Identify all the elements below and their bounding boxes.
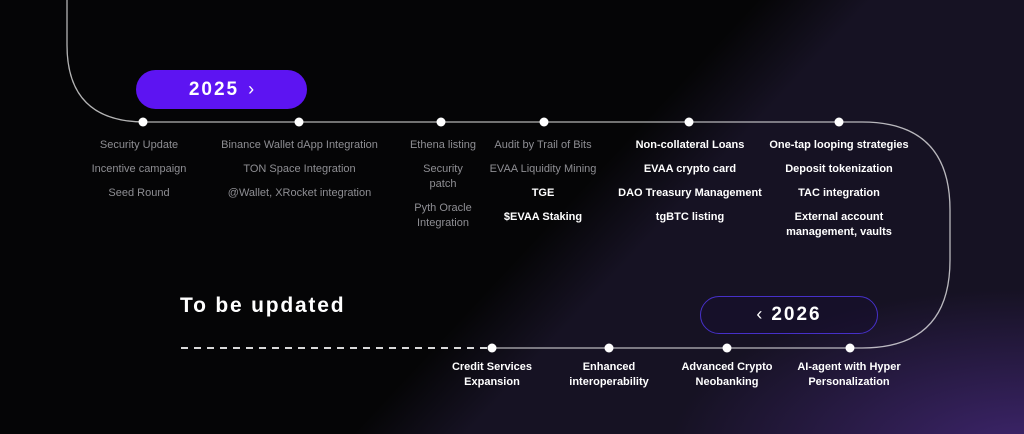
timeline-dot xyxy=(436,117,446,127)
milestone-item: Audit by Trail of Bits xyxy=(494,139,592,151)
milestone-2026-2: Enhanced interoperability xyxy=(544,360,674,399)
timeline-dot xyxy=(539,117,549,127)
milestone-item: AI-agent with Hyper Personalization xyxy=(797,361,901,388)
milestone-item: Incentive campaign xyxy=(91,163,187,175)
timeline-dot xyxy=(604,343,614,353)
milestone-item: Binance Wallet dApp Integration xyxy=(221,139,378,151)
year-2025-label: 2025 xyxy=(188,78,240,100)
milestone-2026-1: Credit Services Expansion xyxy=(427,360,557,399)
milestone-column-2: Binance Wallet dApp Integration TON Spac… xyxy=(207,138,392,210)
milestone-item: Ethena listing xyxy=(409,139,477,151)
milestone-item: tgBTC listing xyxy=(655,211,725,223)
milestone-item: TAC integration xyxy=(798,187,880,199)
chevron-right-icon: › xyxy=(248,78,255,99)
milestone-2026-3: Advanced Crypto Neobanking xyxy=(657,360,797,399)
year-2026-button[interactable]: ‹ 2026 xyxy=(700,296,878,334)
timeline-dot xyxy=(294,117,304,127)
timeline-dot xyxy=(845,343,855,353)
milestone-column-1: Security Update Incentive campaign Seed … xyxy=(64,138,214,210)
milestone-column-3: Ethena listing Security patch Pyth Oracl… xyxy=(388,138,498,240)
milestone-item: EVAA crypto card xyxy=(643,163,737,175)
milestone-item: Seed Round xyxy=(108,187,170,199)
milestone-2026-4: AI-agent with Hyper Personalization xyxy=(769,360,929,399)
timeline-dots xyxy=(138,117,855,353)
to-be-updated-heading: To be updated xyxy=(180,294,346,317)
timeline-dot xyxy=(487,343,497,353)
milestone-item: External account management, vaults xyxy=(786,211,892,238)
year-2025-button[interactable]: 2025 › xyxy=(136,70,307,109)
milestone-item: Pyth Oracle Integration xyxy=(414,202,472,229)
timeline-dot xyxy=(684,117,694,127)
milestone-column-4: Audit by Trail of Bits EVAA Liquidity Mi… xyxy=(463,138,623,234)
timeline-solid-path xyxy=(66,0,951,349)
chevron-left-icon: ‹ xyxy=(756,304,763,324)
milestone-item: TON Space Integration xyxy=(243,163,356,175)
milestone-item: Non-collateral Loans xyxy=(635,139,745,151)
milestone-item: Enhanced interoperability xyxy=(569,361,649,388)
milestone-item: Security patch xyxy=(423,163,463,190)
milestone-item: Advanced Crypto Neobanking xyxy=(681,361,773,388)
milestone-column-6: One-tap looping strategies Deposit token… xyxy=(749,138,929,249)
milestone-item: $EVAA Staking xyxy=(503,211,583,223)
year-2026-label: 2026 xyxy=(771,304,822,325)
timeline-dot xyxy=(834,117,844,127)
timeline-dot xyxy=(138,117,148,127)
milestone-item: DAO Treasury Management xyxy=(618,187,762,199)
milestone-item: Deposit tokenization xyxy=(785,163,893,175)
milestone-item: Security Update xyxy=(99,139,179,151)
milestone-item: One-tap looping strategies xyxy=(769,139,909,151)
milestone-item: @Wallet, XRocket integration xyxy=(227,187,372,199)
milestone-item: TGE xyxy=(531,187,555,199)
milestone-column-5: Non-collateral Loans EVAA crypto card DA… xyxy=(600,138,780,234)
milestone-item: Credit Services Expansion xyxy=(451,361,533,388)
timeline-dot xyxy=(722,343,732,353)
milestone-item: EVAA Liquidity Mining xyxy=(489,163,597,175)
